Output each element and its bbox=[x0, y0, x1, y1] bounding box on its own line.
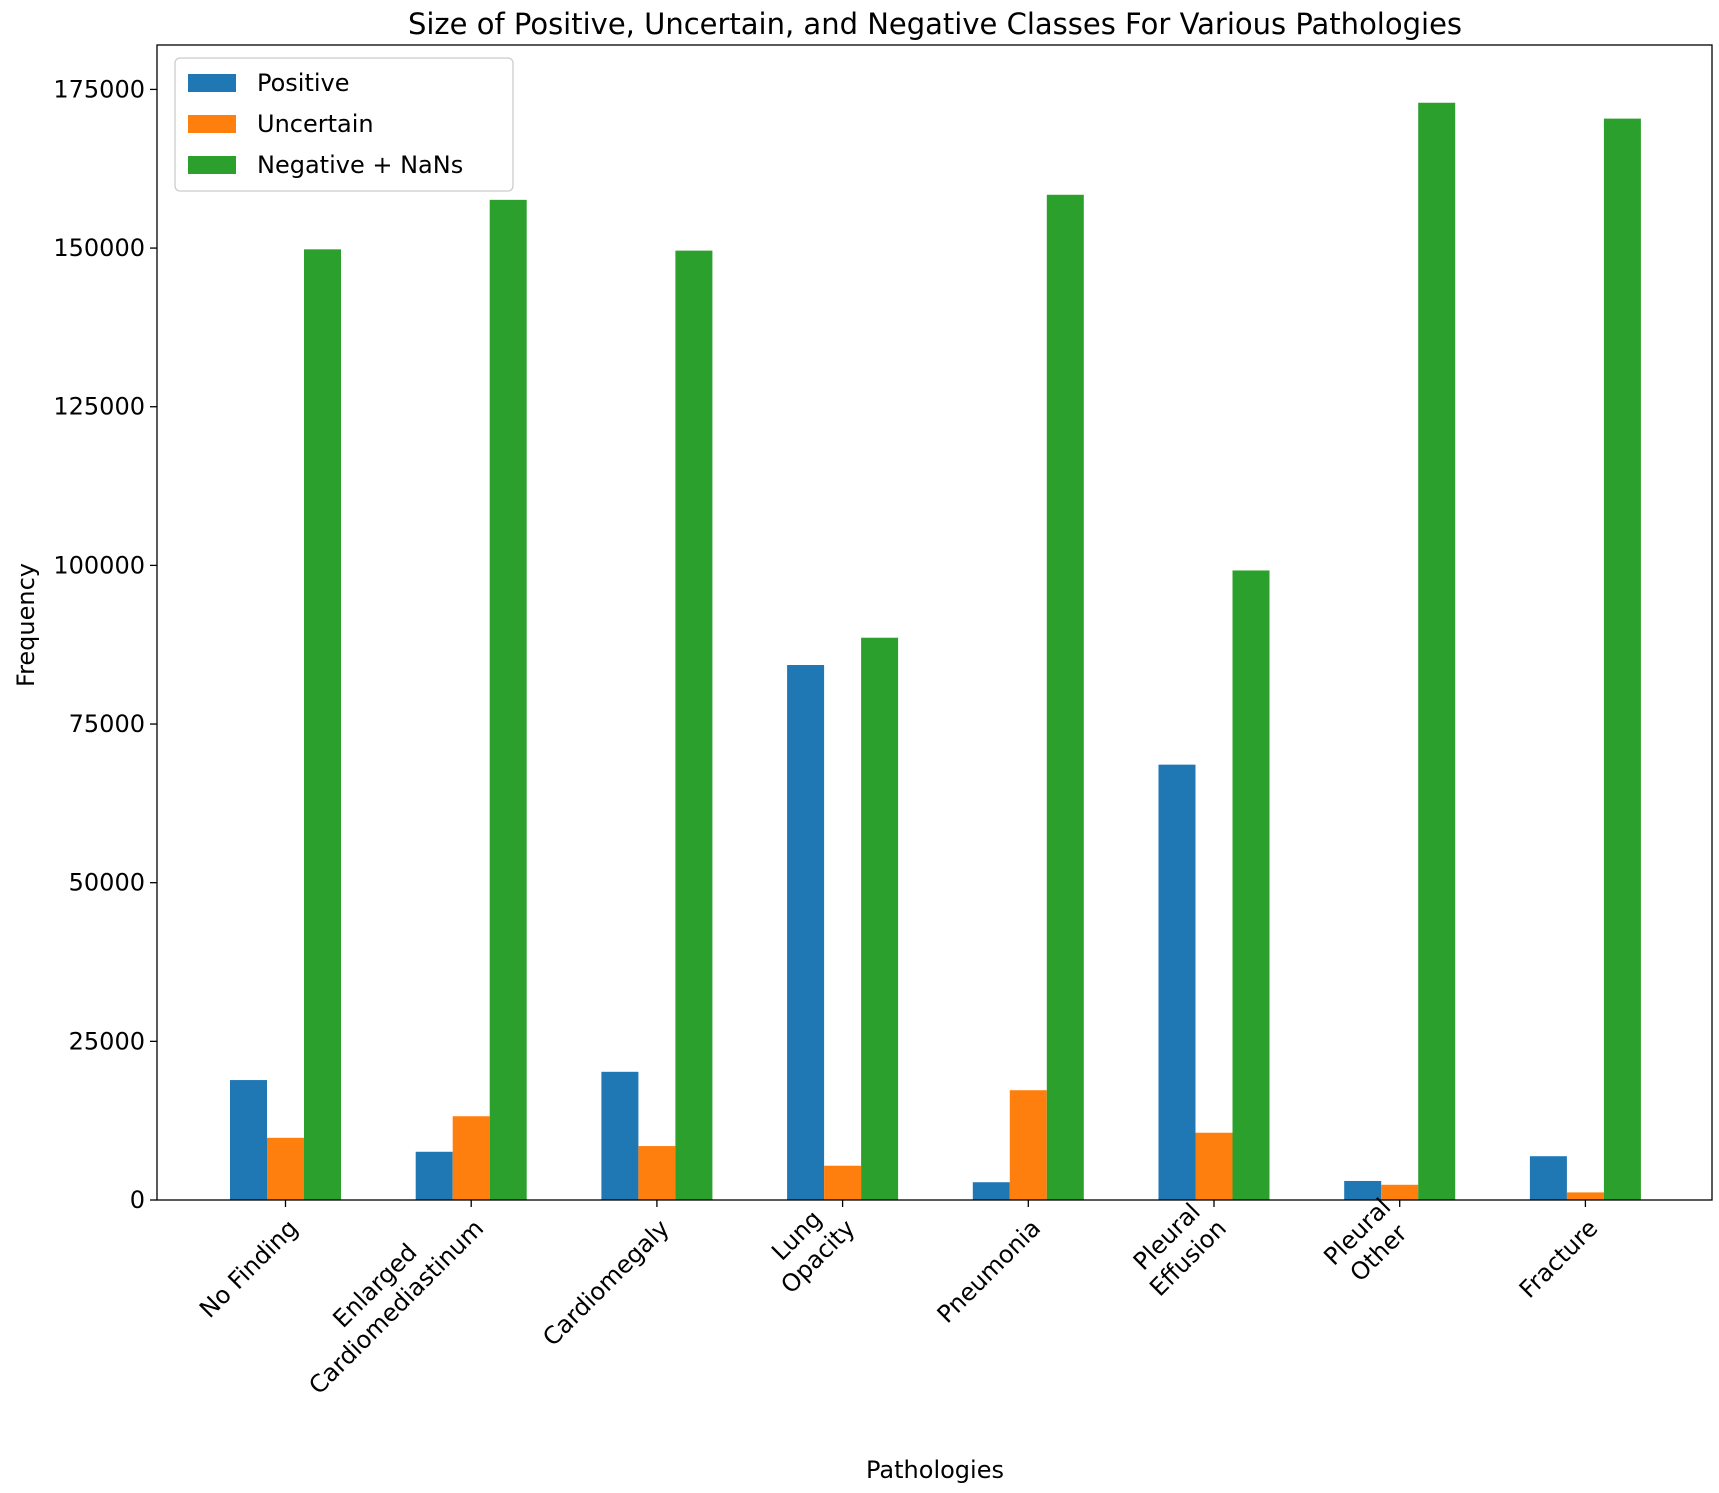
x-tick-label: No Finding bbox=[194, 1214, 303, 1323]
y-tick-label: 25000 bbox=[69, 1027, 145, 1055]
x-axis-title: Pathologies bbox=[866, 1456, 1004, 1484]
bar-negative-nans-0 bbox=[304, 249, 341, 1200]
bar-uncertain-7 bbox=[1566, 1192, 1604, 1200]
bar-positive-1 bbox=[415, 1151, 453, 1200]
bars-layer bbox=[230, 102, 1641, 1201]
legend-box bbox=[174, 57, 514, 192]
y-tick-labels: 0 25000 50000 75000 100000 125000 150000 175000 bbox=[53, 75, 157, 1214]
plot-frame bbox=[156, 44, 1713, 1201]
bar-uncertain-6 bbox=[1381, 1184, 1419, 1200]
y-tick-label: 125000 bbox=[53, 393, 145, 421]
legend: Positive Uncertain Negative + NaNs bbox=[174, 57, 514, 192]
bar-uncertain-3 bbox=[824, 1165, 862, 1200]
bar-uncertain-0 bbox=[267, 1137, 304, 1200]
x-tick-label: Fracture bbox=[1514, 1214, 1603, 1303]
bar-negative-nans-2 bbox=[675, 250, 713, 1201]
x-tick-label: Cardiomegaly bbox=[537, 1214, 674, 1351]
bar-positive-5 bbox=[1158, 764, 1196, 1200]
legend-label: Positive bbox=[257, 69, 350, 97]
bar-positive-7 bbox=[1529, 1156, 1567, 1200]
bar-negative-nans-5 bbox=[1232, 570, 1270, 1200]
bar-positive-0 bbox=[230, 1080, 267, 1200]
y-tick-label: 100000 bbox=[53, 551, 145, 579]
x-tick-label-line: Fracture bbox=[1514, 1214, 1603, 1303]
bar-positive-4 bbox=[972, 1182, 1010, 1200]
x-tick-label-line: Pneumonia bbox=[932, 1214, 1046, 1328]
y-tick-label: 175000 bbox=[53, 75, 145, 103]
bar-negative-nans-4 bbox=[1046, 194, 1084, 1200]
legend-swatch bbox=[188, 156, 236, 174]
x-tick-label: Pneumonia bbox=[932, 1214, 1046, 1328]
bar-positive-3 bbox=[787, 665, 825, 1200]
bar-uncertain-5 bbox=[1195, 1132, 1233, 1200]
bar-negative-nans-3 bbox=[861, 637, 899, 1200]
chart-title: Size of Positive, Uncertain, and Negativ… bbox=[408, 7, 1462, 41]
x-tick-label-line: Cardiomediastinum bbox=[303, 1214, 489, 1400]
y-axis-title: Frequency bbox=[12, 563, 40, 687]
legend-label: Uncertain bbox=[257, 110, 374, 138]
axes-layer bbox=[156, 44, 1713, 1201]
y-tick-label: 50000 bbox=[69, 869, 145, 897]
legend-label: Negative + NaNs bbox=[257, 151, 463, 179]
bar-uncertain-1 bbox=[452, 1116, 490, 1200]
legend-swatch bbox=[188, 115, 236, 133]
x-tick-label-line: No Finding bbox=[194, 1214, 303, 1323]
bar-negative-nans-6 bbox=[1418, 102, 1456, 1200]
bar-uncertain-4 bbox=[1009, 1090, 1047, 1200]
bar-positive-6 bbox=[1344, 1180, 1382, 1200]
bar-negative-nans-1 bbox=[489, 199, 527, 1200]
legend-swatch bbox=[188, 74, 236, 92]
y-tick-label: 75000 bbox=[69, 710, 145, 738]
y-tick-label: 150000 bbox=[53, 234, 145, 262]
bar-uncertain-2 bbox=[638, 1146, 676, 1200]
bar-negative-nans-7 bbox=[1603, 118, 1641, 1201]
bar-positive-2 bbox=[601, 1071, 639, 1200]
y-tick-label: 0 bbox=[130, 1186, 145, 1214]
x-tick-label-line: Cardiomegaly bbox=[537, 1214, 674, 1351]
